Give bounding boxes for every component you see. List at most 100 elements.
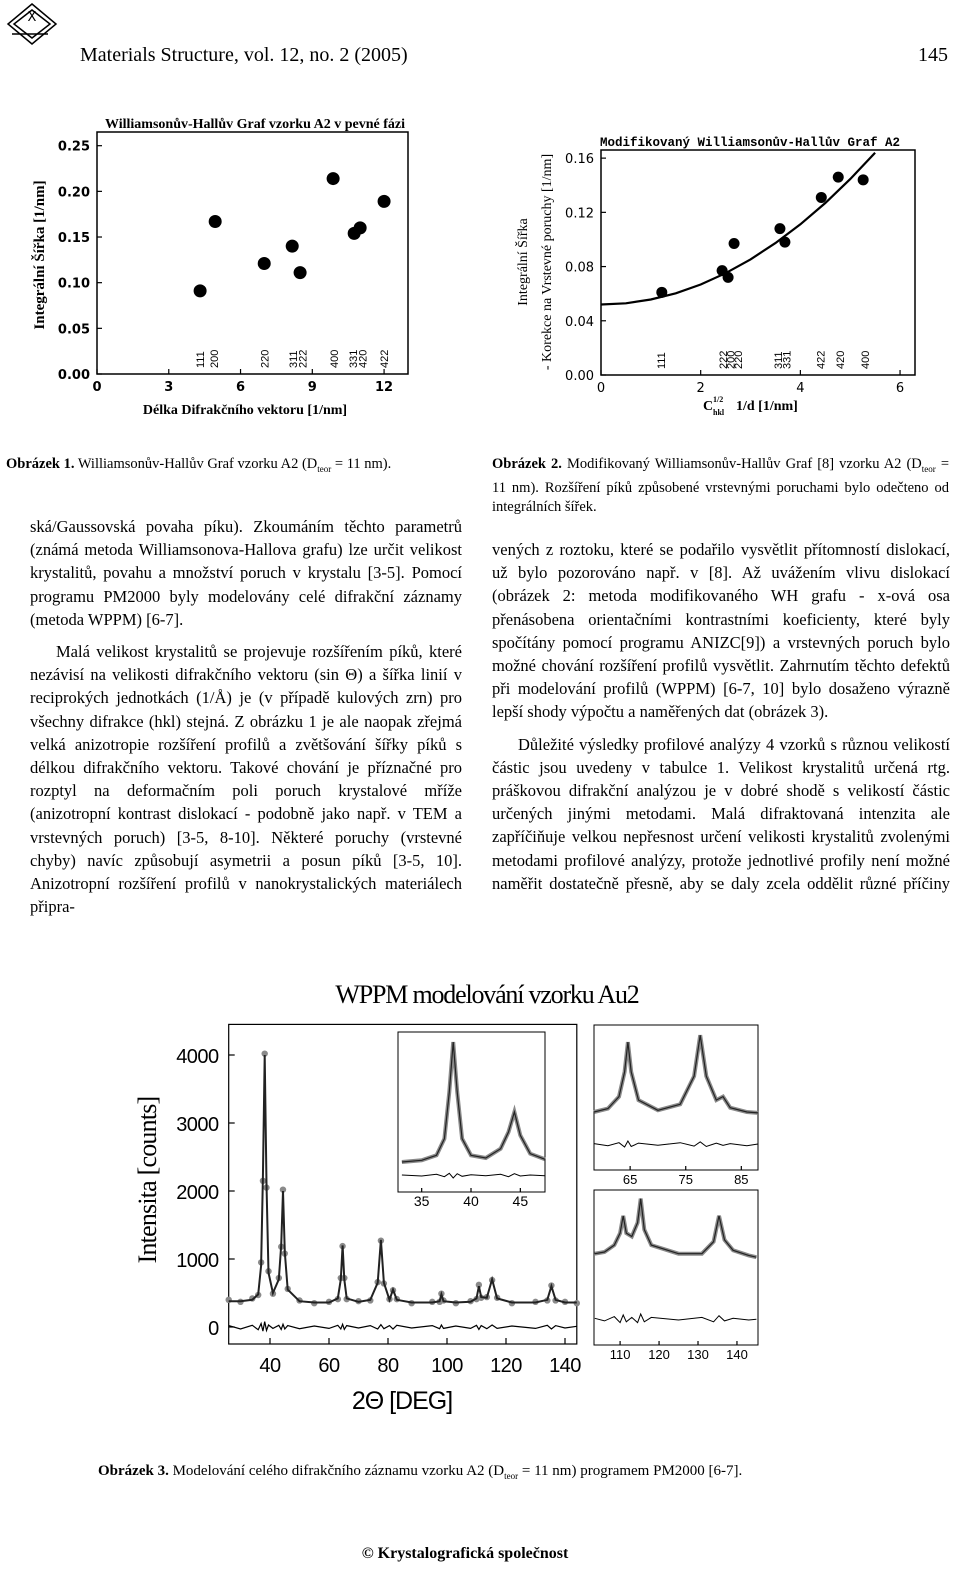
data-point bbox=[774, 223, 786, 235]
chart-title: Williamsonův-Hallův Graf vzorku A2 v pev… bbox=[105, 117, 405, 132]
x-tick-label: 120 bbox=[648, 1347, 670, 1362]
hkl-label: 200 bbox=[726, 351, 738, 369]
y-tick-label: 0.25 bbox=[58, 140, 90, 155]
hkl-label: 420 bbox=[358, 350, 370, 368]
x-axis-label: 1/d [1/nm] bbox=[736, 399, 798, 414]
x-tick-label: 75 bbox=[678, 1172, 692, 1187]
difference-line bbox=[228, 1321, 577, 1333]
caption-label: Obrázek 2. bbox=[492, 456, 562, 472]
caption-text: = 11 nm). bbox=[331, 456, 392, 472]
inset-calculated-core bbox=[594, 1198, 757, 1258]
y-tick-label: 0.16 bbox=[565, 152, 594, 167]
y-axis-label: Integrální Šířka [1/nm] bbox=[31, 180, 48, 329]
caption-text: = 11 nm). Rozšíření píků způsobené vrste… bbox=[492, 456, 949, 515]
x-tick-label: 130 bbox=[687, 1347, 709, 1362]
y-tick-label: 0 bbox=[208, 1318, 219, 1340]
right-column: vených z roztoku, které se podařilo vysv… bbox=[492, 538, 950, 904]
y-tick-label: 0.04 bbox=[565, 315, 594, 330]
hkl-label: 400 bbox=[860, 351, 872, 369]
data-point bbox=[722, 271, 734, 283]
caption-label: Obrázek 1. bbox=[6, 456, 75, 472]
x-tick-label: 40 bbox=[463, 1193, 479, 1209]
x-tick-label: 0 bbox=[597, 381, 605, 396]
data-point bbox=[326, 172, 340, 186]
x-tick-label: 140 bbox=[549, 1355, 581, 1377]
calculated-line bbox=[228, 1054, 577, 1304]
data-point bbox=[656, 286, 668, 298]
x-tick-label: 35 bbox=[414, 1193, 430, 1209]
y-tick-label: 0.20 bbox=[58, 185, 90, 200]
data-point bbox=[193, 284, 207, 298]
x-tick-label: 40 bbox=[259, 1355, 281, 1377]
x-tick-label: 4 bbox=[796, 381, 804, 396]
data-point bbox=[728, 238, 740, 250]
hkl-label: 311 bbox=[773, 351, 785, 369]
observed-point bbox=[279, 1186, 287, 1193]
hkl-label: 111 bbox=[656, 352, 668, 369]
y-tick-label: 0.08 bbox=[565, 261, 594, 276]
y-tick-label: 0.00 bbox=[565, 369, 594, 384]
x-tick-label: 65 bbox=[623, 1172, 637, 1187]
y-tick-label: 0.10 bbox=[58, 277, 90, 292]
fit-line bbox=[601, 152, 876, 306]
data-point bbox=[832, 171, 844, 183]
hkl-label: 400 bbox=[329, 350, 341, 368]
hkl-label: 220 bbox=[733, 351, 745, 369]
caption: Obrázek 1. Williamsonův-Hallův Graf vzor… bbox=[6, 455, 458, 479]
x-axis-label: Délka Difrakčního vektoru [1/nm] bbox=[143, 403, 347, 418]
caption-text: Modelování celého difrakčního záznamu vz… bbox=[168, 1463, 505, 1479]
x-axis-label-sup: 1/2 bbox=[713, 395, 723, 404]
x-tick-label: 2 bbox=[697, 381, 705, 396]
y-tick-label: 0.12 bbox=[565, 206, 594, 221]
x-tick-label: 85 bbox=[734, 1172, 748, 1187]
data-point bbox=[353, 221, 367, 235]
x-tick-label: 3 bbox=[164, 380, 173, 395]
x-tick-label: 100 bbox=[431, 1355, 463, 1377]
inset-difference-line bbox=[594, 1312, 757, 1324]
caption: Obrázek 3. Modelování celého difrakčního… bbox=[98, 1462, 818, 1486]
left-column: ská/Gaussovská povaha píku). Zkoumáním t… bbox=[30, 515, 462, 927]
hkl-label: 331 bbox=[348, 350, 360, 368]
x-tick-label: 45 bbox=[513, 1193, 529, 1209]
caption-sub: teor bbox=[504, 1471, 519, 1481]
y-tick-label: 3000 bbox=[176, 1114, 219, 1136]
data-point bbox=[257, 257, 271, 271]
x-tick-label: 6 bbox=[236, 380, 245, 395]
x-tick-label: 6 bbox=[896, 381, 904, 396]
paragraph: vených z roztoku, které se podařilo vysv… bbox=[492, 540, 950, 722]
data-point bbox=[779, 236, 791, 248]
chart-title: Modifikovaný Williamsonův-Hallův Graf A2 bbox=[600, 136, 900, 150]
footer: © Krystalografická společnost bbox=[361, 1545, 569, 1562]
x-axis-label: 2Θ [DEG] bbox=[352, 1387, 452, 1415]
hkl-label: 311 bbox=[288, 350, 300, 368]
hkl-label: 420 bbox=[835, 351, 847, 369]
page-number: 145 bbox=[918, 44, 948, 66]
plot-frame bbox=[397, 1031, 546, 1193]
caption-text: Williamsonův-Hallův Graf vzorku A2 (D bbox=[74, 456, 318, 472]
caption-text: Modifikovaný Williamsonův-Hallův Graf [8… bbox=[561, 456, 922, 472]
y-axis-label: Integrální Šířka bbox=[514, 217, 531, 305]
paragraph: Malá velikost krystalitů se projevuje ro… bbox=[30, 642, 462, 917]
caption-sub: teor bbox=[921, 463, 936, 474]
chart-title: WPPM modelování vzorku Au2 bbox=[335, 980, 638, 1009]
observed-point bbox=[261, 1050, 268, 1057]
inset-calculated-core bbox=[401, 1041, 546, 1163]
hkl-label: 111 bbox=[195, 351, 207, 368]
x-axis-label-sub: hkl bbox=[713, 408, 725, 417]
x-tick-label: 9 bbox=[308, 380, 317, 395]
hkl-label: 220 bbox=[259, 350, 271, 368]
x-tick-label: 110 bbox=[610, 1347, 631, 1362]
hkl-label: 422 bbox=[379, 350, 391, 368]
observed-point bbox=[475, 1281, 483, 1289]
y-axis-label: - Korekce na Vrstevné poruchy [1/nm] bbox=[540, 154, 555, 370]
data-point bbox=[857, 174, 869, 186]
x-tick-label: 80 bbox=[377, 1355, 399, 1377]
hkl-label: 200 bbox=[209, 350, 221, 368]
x-tick-label: 12 bbox=[375, 380, 393, 395]
y-tick-label: 2000 bbox=[176, 1182, 219, 1204]
hkl-label: 222 bbox=[298, 350, 310, 368]
data-point bbox=[208, 214, 222, 228]
inset-difference-line bbox=[401, 1172, 546, 1179]
